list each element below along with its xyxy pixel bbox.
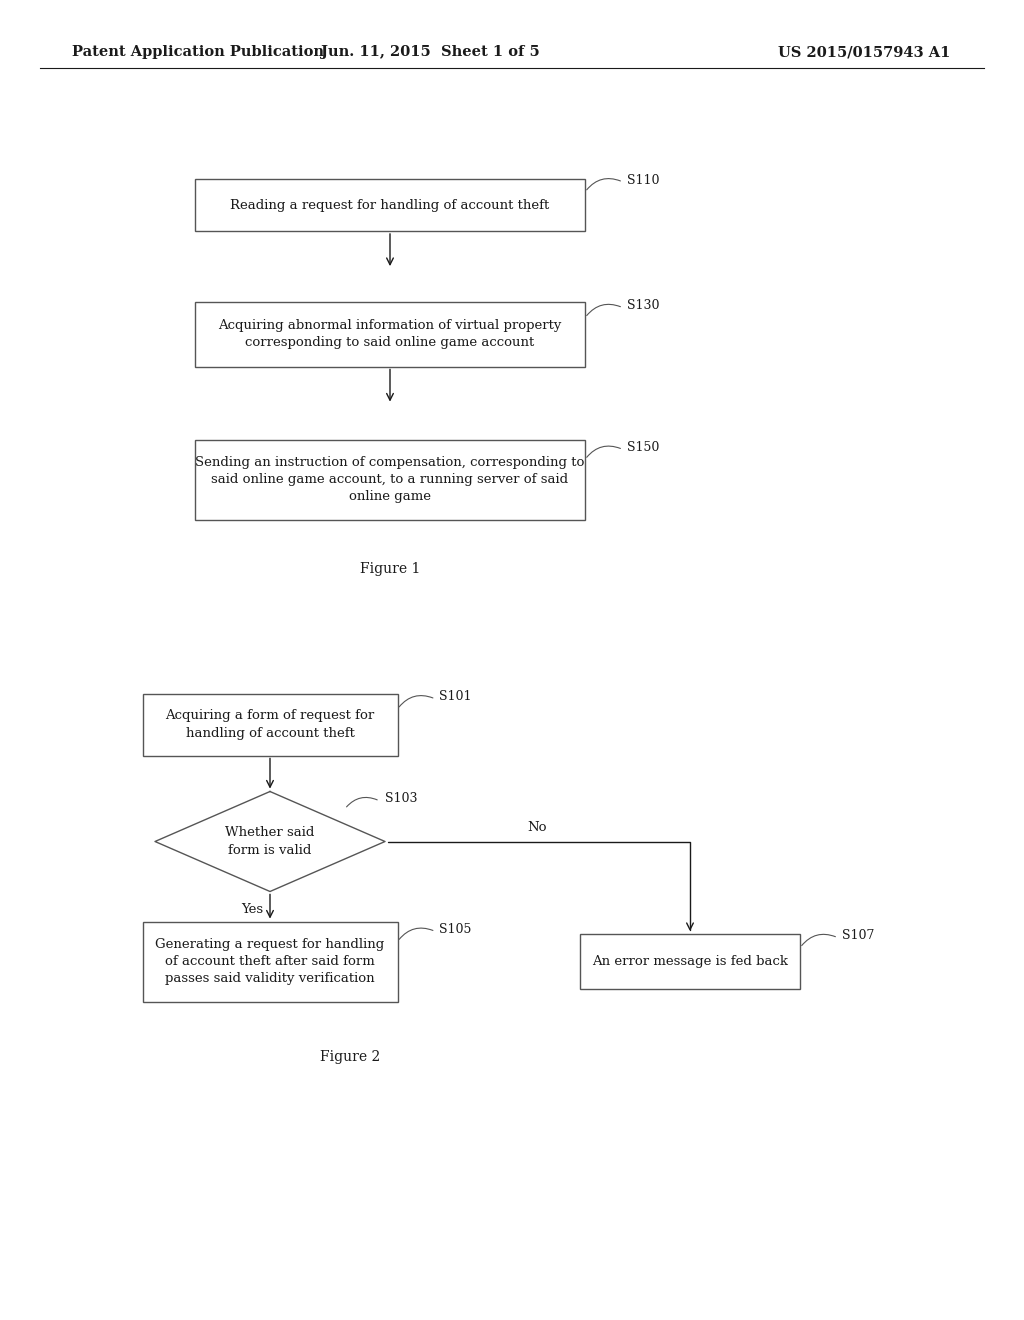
Bar	[195, 180, 585, 231]
Text: S130: S130	[627, 300, 659, 313]
Text: Acquiring a form of request for
handling of account theft: Acquiring a form of request for handling…	[165, 710, 375, 739]
Text: S101: S101	[439, 690, 472, 704]
Text: S105: S105	[439, 923, 472, 936]
Bar	[195, 440, 585, 520]
Bar	[142, 921, 397, 1002]
Text: Generating a request for handling
of account theft after said form
passes said v: Generating a request for handling of acc…	[156, 939, 385, 985]
Text: Figure 2: Figure 2	[319, 1049, 380, 1064]
Text: S103: S103	[385, 792, 417, 805]
Text: S150: S150	[627, 441, 659, 454]
Bar	[142, 693, 397, 755]
Text: Figure 1: Figure 1	[359, 562, 420, 577]
Text: Acquiring abnormal information of virtual property
corresponding to said online : Acquiring abnormal information of virtua…	[218, 319, 562, 348]
Text: Patent Application Publication: Patent Application Publication	[72, 45, 324, 59]
Bar	[580, 935, 800, 989]
Text: Reading a request for handling of account theft: Reading a request for handling of accoun…	[230, 198, 550, 211]
Text: No: No	[527, 821, 547, 834]
Text: An error message is fed back: An error message is fed back	[592, 954, 788, 968]
Text: Whether said
form is valid: Whether said form is valid	[225, 826, 314, 857]
Text: Yes: Yes	[241, 903, 263, 916]
Text: Jun. 11, 2015  Sheet 1 of 5: Jun. 11, 2015 Sheet 1 of 5	[321, 45, 540, 59]
Text: S110: S110	[627, 173, 659, 186]
Text: S107: S107	[842, 929, 874, 942]
Text: Sending an instruction of compensation, corresponding to
said online game accoun: Sending an instruction of compensation, …	[196, 455, 585, 503]
Bar	[195, 301, 585, 367]
Text: US 2015/0157943 A1: US 2015/0157943 A1	[777, 45, 950, 59]
